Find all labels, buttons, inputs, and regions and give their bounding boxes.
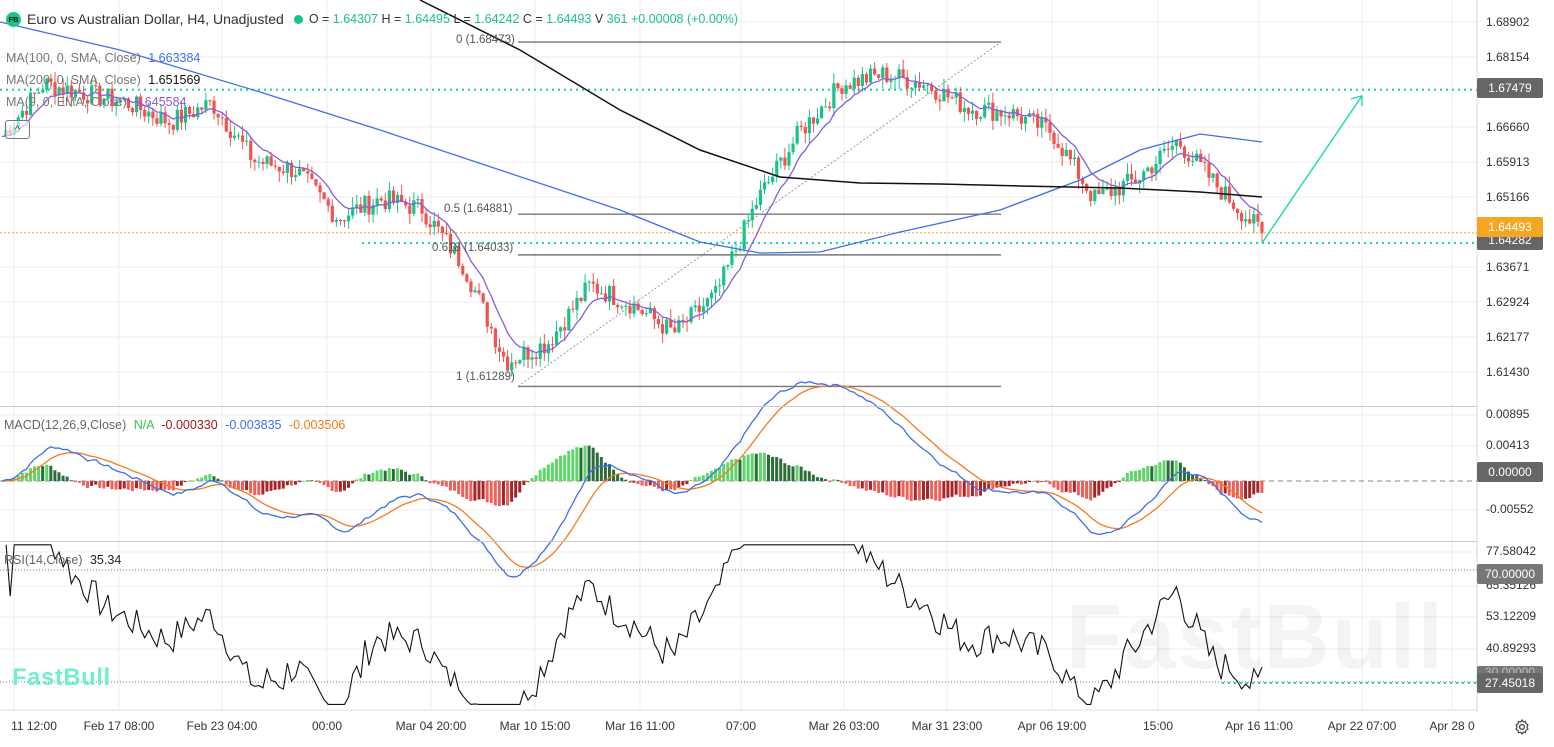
ma200-line: [419, 0, 1263, 198]
price-tick: 1.63671: [1486, 260, 1530, 274]
open-value: 1.64307: [332, 12, 378, 26]
macd-hist-value: -0.000330: [161, 418, 218, 432]
rsi-line: [5, 543, 1263, 705]
projection-arrow[interactable]: [1261, 94, 1363, 244]
symbol-title[interactable]: Euro vs Australian Dollar, H4, Unadjuste…: [27, 11, 284, 27]
ema9-legend[interactable]: MA(9, 0, EMA, Close) 1.645584: [6, 95, 187, 109]
macd-tick: -0.00552: [1486, 502, 1534, 516]
time-label: Mar 04 20:00: [395, 719, 467, 733]
ma100-line: [0, 21, 1263, 254]
change-value: +0.00008 (+0.00%): [631, 12, 739, 26]
time-label: Apr 16 11:00: [1225, 719, 1293, 733]
close-key: C =: [522, 12, 543, 26]
ema9-label: MA(9, 0, EMA, Close): [6, 95, 127, 109]
time-label: Feb 23 04:00: [186, 719, 258, 733]
volume-value: 361: [606, 12, 628, 26]
fibonacci-retracement[interactable]: [517, 41, 1002, 388]
time-label: Apr 06 19:00: [1017, 719, 1087, 733]
time-label: 15:00: [1142, 719, 1174, 733]
time-label: Mar 10 15:00: [499, 719, 571, 733]
rsi-tick: 77.58042: [1486, 544, 1537, 558]
price-tick: 1.68902: [1486, 15, 1530, 29]
chevron-up-icon: ^: [14, 123, 21, 136]
rsi-legend[interactable]: RSI(14,Close) 35.34: [4, 553, 121, 567]
ema9-value: 1.645584: [134, 95, 187, 109]
rsi-tick: 40.89293: [1486, 641, 1537, 655]
price-tick: 1.65913: [1486, 155, 1530, 169]
high-value: 1.64495: [404, 12, 450, 26]
fib-level-0.618-label: 0.618 (1.64033): [432, 242, 514, 254]
time-label: 11 12:00: [11, 719, 57, 733]
fastbull-logo: FastBull: [12, 664, 111, 691]
time-label: Apr 22 07:00: [1327, 719, 1397, 733]
price-tick: 1.66660: [1486, 120, 1530, 134]
price-tick: 1.68154: [1486, 50, 1530, 64]
ma200-legend[interactable]: MA(200, 0, SMA, Close) 1.651569: [6, 73, 200, 87]
time-label: 00:00: [311, 719, 343, 733]
price-tick: 1.62924: [1486, 295, 1530, 309]
volume-key: V: [594, 12, 604, 26]
time-label: Feb 17 08:00: [83, 719, 155, 733]
settings-gear-icon[interactable]: [1513, 718, 1531, 736]
macd-zero-tag: 0.00000: [1477, 462, 1543, 482]
macd-label: MACD(12,26,9,Close): [4, 418, 127, 432]
rsi-lower-tag: 27.45018: [1477, 673, 1543, 693]
rsi-pane-divider[interactable]: [0, 541, 1477, 542]
low-key: L =: [453, 12, 471, 26]
candlesticks[interactable]: [4, 59, 1264, 377]
ma100-label: MA(100, 0, SMA, Close): [6, 51, 141, 65]
open-key: O =: [308, 12, 330, 26]
rsi-value: 35.34: [89, 553, 122, 567]
time-label: Mar 16 11:00: [605, 719, 675, 733]
horizontal-levels[interactable]: [0, 88, 1477, 245]
price-tick: 1.62177: [1486, 330, 1530, 344]
price-tick: 1.61430: [1486, 365, 1530, 379]
high-key: H =: [381, 12, 402, 26]
fib-level-0.5-label: 0.5 (1.64881): [444, 203, 513, 215]
macd-line-value: -0.003835: [225, 418, 282, 432]
ma100-value: 1.663384: [148, 51, 201, 65]
macd-pane-divider[interactable]: [0, 406, 1477, 407]
grid: [0, 0, 1477, 710]
ma200-label: MA(200, 0, SMA, Close): [6, 73, 141, 87]
time-label: Apr 28 0: [1429, 719, 1475, 733]
symbol-header: FB Euro vs Australian Dollar, H4, Unadju…: [6, 11, 738, 27]
fib-level-0-label: 0 (1.68473): [456, 34, 515, 46]
ma200-value: 1.651569: [148, 73, 201, 87]
time-label: Mar 31 23:00: [911, 719, 983, 733]
live-status-dot-icon: [293, 14, 303, 24]
fb-logo-icon: FB: [6, 11, 21, 27]
time-label: 07:00: [725, 719, 757, 733]
price-tick: 1.65166: [1486, 190, 1530, 204]
fib-level-1-label: 1 (1.61289): [456, 371, 515, 383]
macd-line: [1, 380, 1263, 578]
macd-na-value: N/A: [133, 418, 154, 432]
rsi-upper-tag: 70.00000: [1477, 564, 1543, 584]
macd-signal-value: -0.003506: [288, 418, 346, 432]
watermark-large: FastBull: [1066, 585, 1445, 690]
time-label: Mar 26 03:00: [808, 719, 880, 733]
ema9-line: [1, 76, 1263, 354]
resistance-price-tag: 1.67479: [1477, 78, 1543, 98]
collapse-legend-button[interactable]: ^: [5, 120, 30, 139]
current-price-tag: 1.64493: [1477, 217, 1543, 237]
macd-signal-line: [1, 384, 1263, 568]
rsi-tick: 53.12209: [1486, 609, 1537, 623]
macd-histogram: [4, 445, 1264, 506]
low-value: 1.64242: [474, 12, 520, 26]
close-value: 1.64493: [546, 12, 592, 26]
ma100-legend[interactable]: MA(100, 0, SMA, Close) 1.663384: [6, 51, 200, 65]
rsi-label: RSI(14,Close): [4, 553, 83, 567]
macd-tick: 0.00895: [1486, 407, 1530, 421]
macd-tick: 0.00413: [1486, 438, 1530, 452]
macd-legend[interactable]: MACD(12,26,9,Close) N/A -0.000330 -0.003…: [4, 418, 345, 432]
